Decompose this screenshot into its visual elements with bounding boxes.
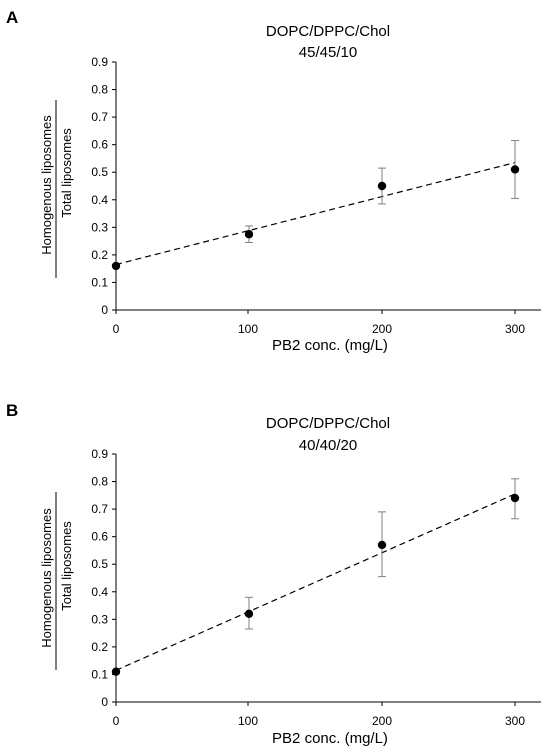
- panel-b-y-tick-label: 0.3: [91, 612, 108, 626]
- panel-b-ylabel-numerator: Homogenous liposomes: [39, 508, 54, 648]
- panel-b-title-line-2: 40/40/20: [299, 437, 357, 454]
- panel-b-data-point: [244, 609, 254, 619]
- panel-b-data-point: [510, 493, 520, 503]
- panel-a-x-tick-label: 100: [238, 322, 258, 336]
- panel-a-x-tick-label: 200: [372, 322, 392, 336]
- panel-a-y-tick-label: 0.3: [91, 220, 108, 234]
- panel-b-y-tick-label: 0.9: [91, 447, 108, 461]
- panel-a-x-tick-label: 0: [113, 322, 120, 336]
- panel-b-trendline: [115, 493, 516, 671]
- panel-b-y-tick-label: 0.7: [91, 502, 108, 516]
- panel-a-y-tick-label: 0.4: [91, 193, 108, 207]
- panel-b-x-tick-label: 300: [505, 714, 525, 728]
- panel-a-y-tick-label: 0.6: [91, 138, 108, 152]
- panel-b-data-point: [377, 540, 387, 550]
- panel-b-y-tick-label: 0.8: [91, 475, 108, 489]
- panel-a-x-tick-label: 300: [505, 322, 525, 336]
- panel-a-data-marks: [111, 140, 520, 271]
- panel-a: A DOPC/DPPC/Chol 45/45/10 Homogenous lip…: [6, 8, 541, 354]
- panel-a-ylabel-denominator: Total liposomes: [59, 128, 74, 218]
- panel-b-ylabel-denominator: Total liposomes: [59, 521, 74, 611]
- panel-a-y-tick-label: 0.8: [91, 83, 108, 97]
- panel-a-data-point: [111, 261, 121, 271]
- panel-b-tick-labels: 0 0.1 0.2 0.3 0.4 0.5 0.6 0.7 0.8 0.9 0 100 200 300: [91, 447, 525, 728]
- panel-a-letter: A: [6, 8, 18, 27]
- panel-b-x-tick-label: 100: [238, 714, 258, 728]
- panel-a-y-tick-label: 0.9: [91, 55, 108, 69]
- panel-a-tick-labels: 0 0.1 0.2 0.3 0.4 0.5 0.6 0.7 0.8 0.9 0 100 200 300: [91, 55, 525, 336]
- panel-b-y-tick-label: 0.6: [91, 530, 108, 544]
- panel-a-ylabel-numerator: Homogenous liposomes: [39, 115, 54, 255]
- panel-a-title-line-1: DOPC/DPPC/Chol: [266, 23, 390, 40]
- panel-b-y-tick-label: 0.1: [91, 667, 108, 681]
- panel-b-data-point: [111, 667, 121, 676]
- panel-a-title-line-2: 45/45/10: [299, 44, 357, 61]
- panel-b-y-tick-label: 0.5: [91, 557, 108, 571]
- panel-a-y-tick-label: 0.1: [91, 275, 108, 289]
- panel-a-y-tick-label: 0.2: [91, 248, 108, 262]
- panel-b-y-tick-label: 0: [101, 695, 108, 709]
- panel-a-xlabel: PB2 conc. (mg/L): [272, 337, 388, 354]
- panel-b-title-line-1: DOPC/DPPC/Chol: [266, 415, 390, 432]
- panel-a-y-tick-label: 0: [101, 303, 108, 317]
- panel-a-data-point: [244, 230, 254, 239]
- panel-a-axes: [112, 61, 541, 314]
- panel-b-x-tick-label: 200: [372, 714, 392, 728]
- panel-b-axes: [112, 453, 541, 706]
- panel-b-data-marks: [111, 478, 520, 676]
- panel-b-y-tick-label: 0.4: [91, 585, 108, 599]
- panel-b-y-tick-label: 0.2: [91, 640, 108, 654]
- panel-a-trendline: [115, 161, 516, 266]
- panel-b: B DOPC/DPPC/Chol 40/40/20 Homogenous lip…: [6, 401, 541, 747]
- panel-a-data-point: [377, 181, 387, 191]
- panel-a-y-tick-label: 0.5: [91, 165, 108, 179]
- panel-b-letter: B: [6, 401, 18, 420]
- panel-a-y-tick-label: 0.7: [91, 110, 108, 124]
- panel-a-data-point: [510, 165, 520, 174]
- panel-b-xlabel: PB2 conc. (mg/L): [272, 730, 388, 747]
- panel-b-x-tick-label: 0: [113, 714, 120, 728]
